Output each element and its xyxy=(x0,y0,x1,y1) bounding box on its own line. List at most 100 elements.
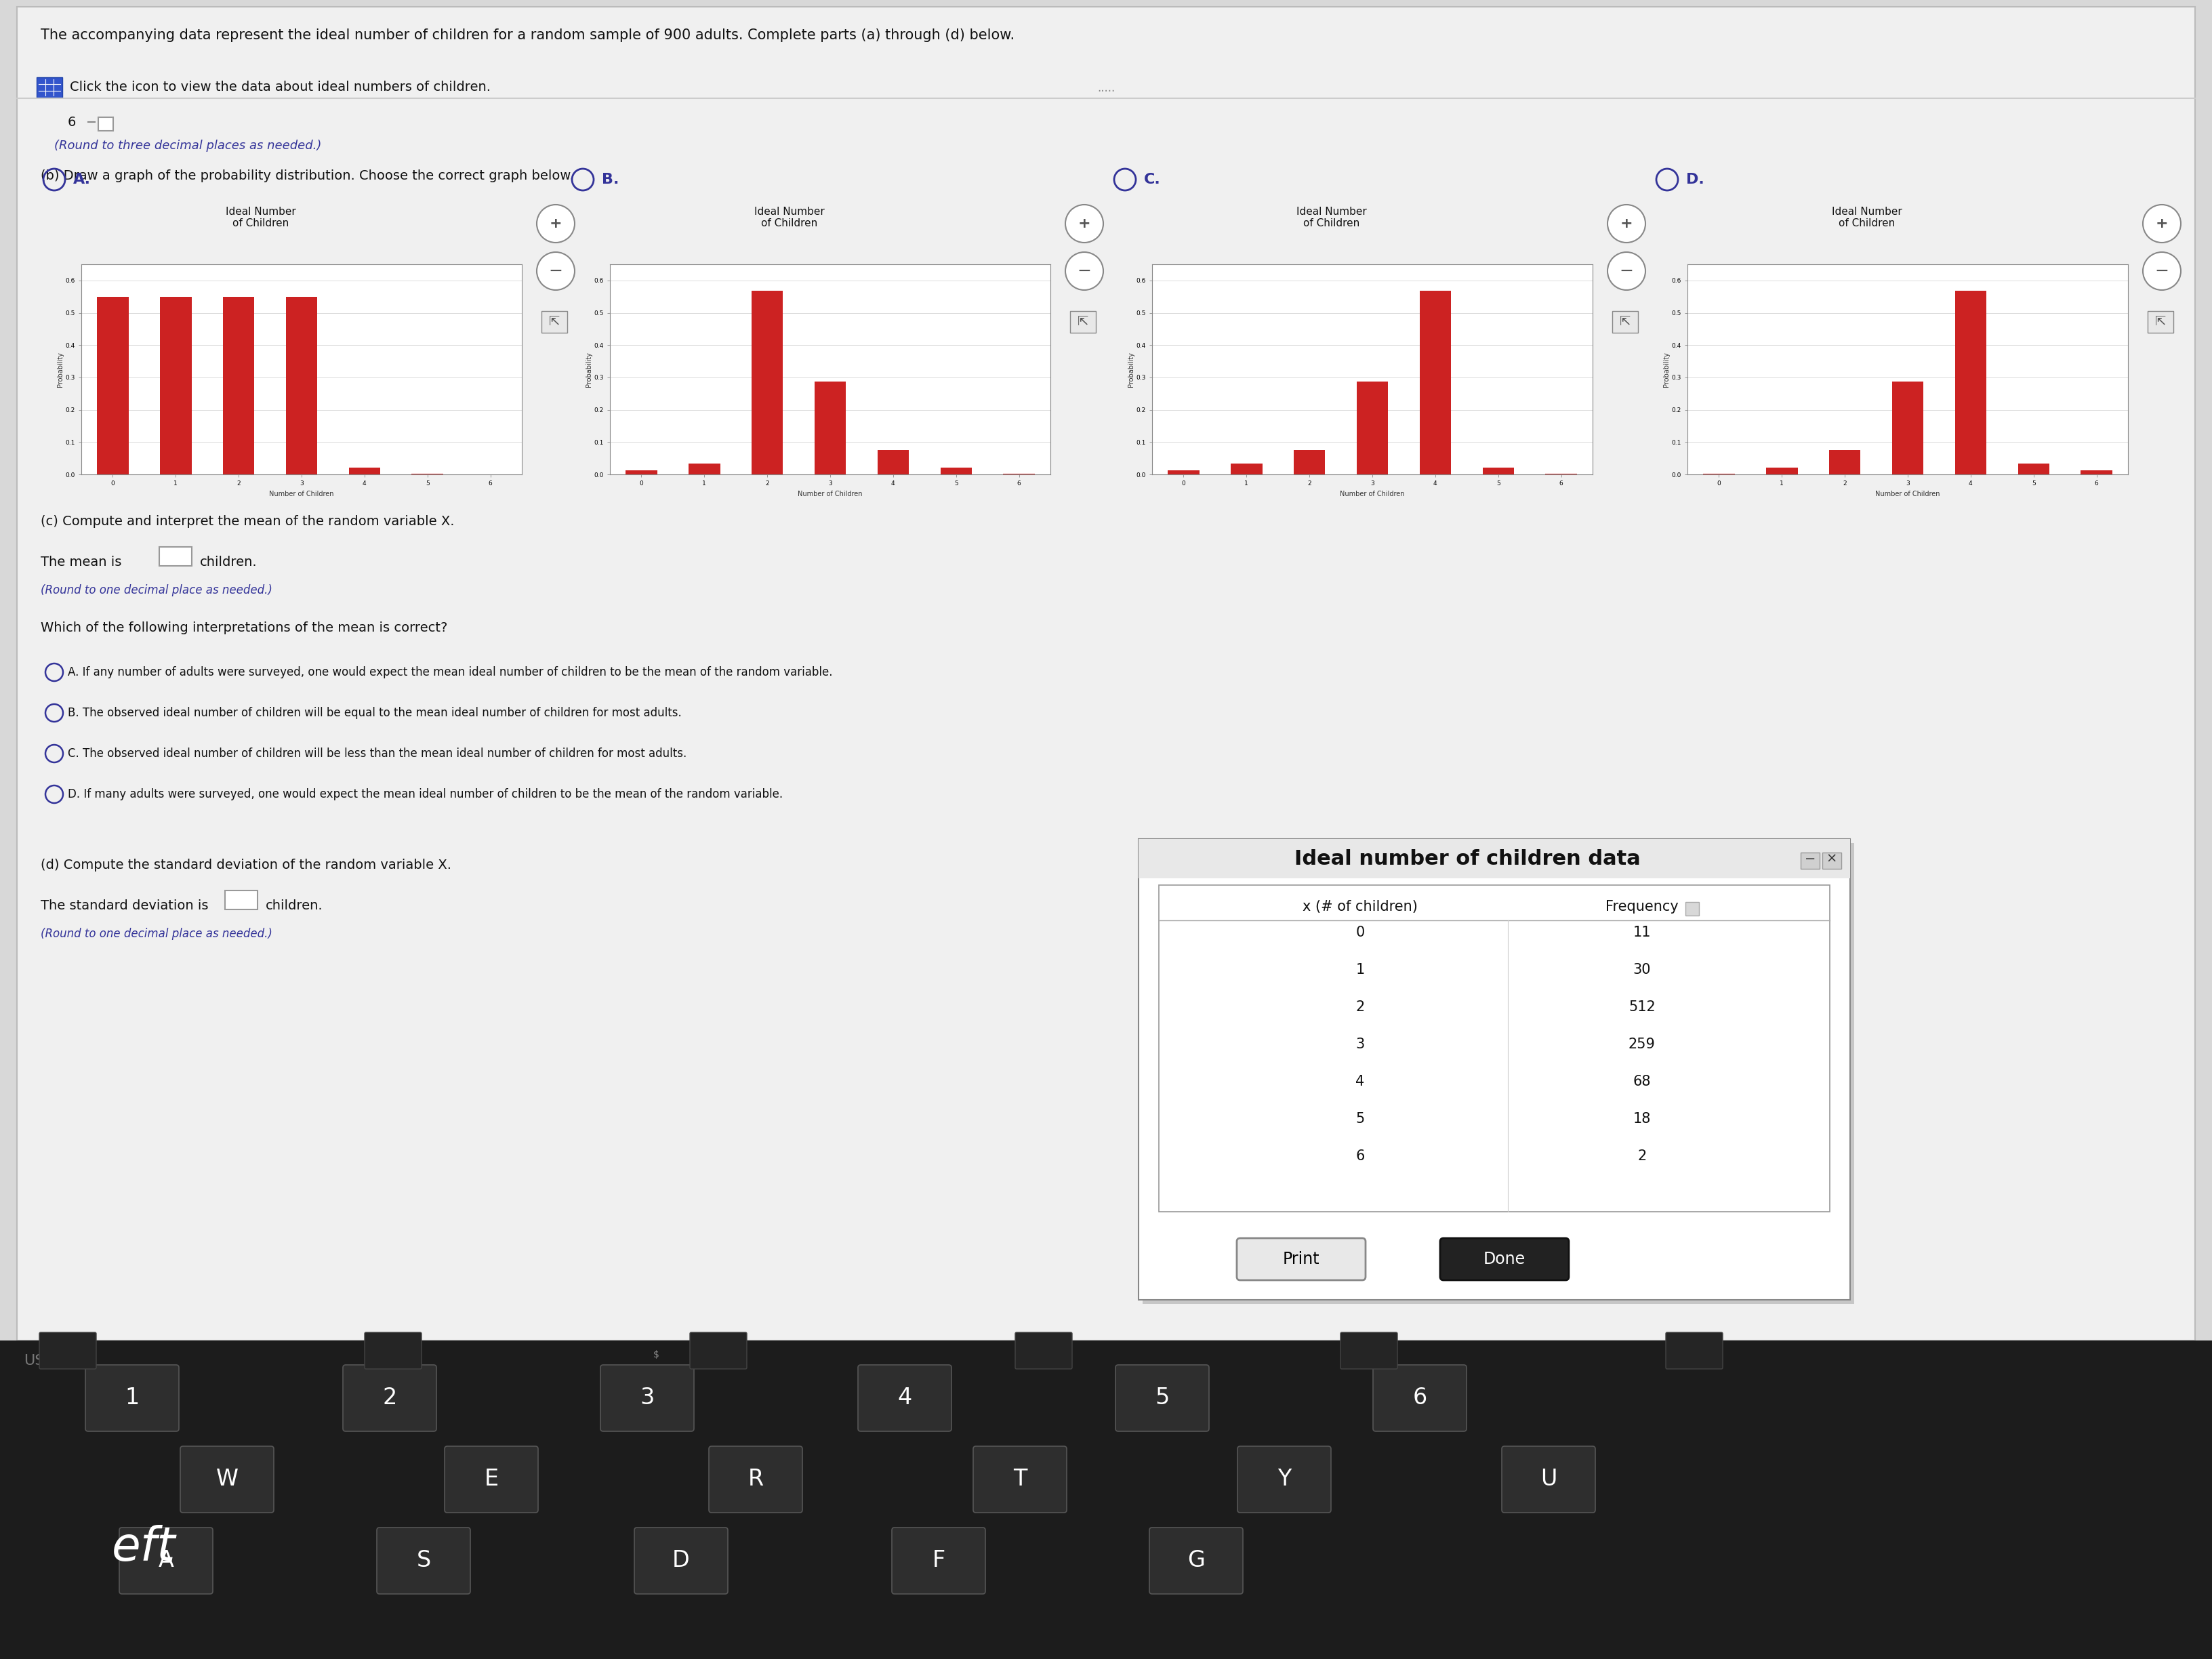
FancyBboxPatch shape xyxy=(1139,839,1849,1299)
Text: S: S xyxy=(416,1550,431,1573)
FancyBboxPatch shape xyxy=(86,1365,179,1432)
FancyBboxPatch shape xyxy=(858,1365,951,1432)
Bar xyxy=(626,471,657,474)
Bar xyxy=(349,468,380,474)
Text: −: − xyxy=(549,262,562,279)
FancyBboxPatch shape xyxy=(2148,312,2174,333)
Text: +: + xyxy=(549,217,562,231)
Text: −: − xyxy=(1805,853,1816,864)
FancyBboxPatch shape xyxy=(18,7,2194,1340)
FancyBboxPatch shape xyxy=(1801,853,1820,869)
X-axis label: Number of Children: Number of Children xyxy=(1340,491,1405,498)
Text: D.: D. xyxy=(1686,173,1703,186)
X-axis label: Number of Children: Number of Children xyxy=(799,491,863,498)
FancyBboxPatch shape xyxy=(1237,1238,1365,1281)
Text: T: T xyxy=(1013,1468,1026,1490)
FancyBboxPatch shape xyxy=(1115,1365,1210,1432)
Text: 5: 5 xyxy=(1356,1112,1365,1126)
Bar xyxy=(752,290,783,474)
FancyBboxPatch shape xyxy=(1613,312,1639,333)
Text: The accompanying data represent the ideal number of children for a random sample: The accompanying data represent the idea… xyxy=(40,28,1015,41)
Bar xyxy=(688,465,721,474)
Text: +: + xyxy=(2154,217,2168,231)
Text: 6: 6 xyxy=(1413,1387,1427,1408)
Text: ⇱: ⇱ xyxy=(2154,315,2166,328)
Bar xyxy=(1955,290,1986,474)
Bar xyxy=(1356,382,1389,474)
Text: 1: 1 xyxy=(124,1387,139,1408)
Text: 18: 18 xyxy=(1632,1112,1650,1126)
X-axis label: Number of Children: Number of Children xyxy=(1876,491,1940,498)
X-axis label: Number of Children: Number of Children xyxy=(270,491,334,498)
Text: Ideal Number
of Children: Ideal Number of Children xyxy=(1296,207,1367,229)
Text: (Round to one decimal place as needed.): (Round to one decimal place as needed.) xyxy=(40,584,272,596)
FancyBboxPatch shape xyxy=(226,891,257,909)
Circle shape xyxy=(1066,252,1104,290)
FancyBboxPatch shape xyxy=(119,1528,212,1594)
Text: .....: ..... xyxy=(1097,81,1115,95)
Circle shape xyxy=(1608,204,1646,242)
Text: ⇱: ⇱ xyxy=(1077,315,1088,328)
Text: children.: children. xyxy=(199,556,257,569)
Text: Ideal Number
of Children: Ideal Number of Children xyxy=(226,207,296,229)
Text: +: + xyxy=(1619,217,1632,231)
Circle shape xyxy=(2143,204,2181,242)
Text: A. If any number of adults were surveyed, one would expect the mean ideal number: A. If any number of adults were surveyed… xyxy=(69,667,832,679)
Text: 1: 1 xyxy=(1356,962,1365,977)
Bar xyxy=(940,468,971,474)
Text: Ideal Number
of Children: Ideal Number of Children xyxy=(754,207,825,229)
Text: Ideal number of children data: Ideal number of children data xyxy=(1294,849,1641,868)
Text: USC: USC xyxy=(24,1354,55,1367)
Text: Click the icon to view the data about ideal numbers of children.: Click the icon to view the data about id… xyxy=(71,81,491,95)
FancyBboxPatch shape xyxy=(343,1365,436,1432)
Text: Done: Done xyxy=(1484,1251,1526,1267)
Text: 68: 68 xyxy=(1632,1075,1650,1088)
Text: 6: 6 xyxy=(69,116,75,128)
Text: (d) Compute the standard deviation of the random variable X.: (d) Compute the standard deviation of th… xyxy=(40,859,451,871)
Bar xyxy=(223,297,254,474)
FancyBboxPatch shape xyxy=(1237,1447,1332,1513)
Text: 6: 6 xyxy=(1356,1150,1365,1163)
Text: 2: 2 xyxy=(1637,1150,1646,1163)
Text: The mean is: The mean is xyxy=(40,556,122,569)
FancyBboxPatch shape xyxy=(0,1340,2212,1659)
FancyBboxPatch shape xyxy=(376,1528,471,1594)
Text: +: + xyxy=(1077,217,1091,231)
Text: Frequency: Frequency xyxy=(1606,899,1679,914)
Text: C.: C. xyxy=(1144,173,1161,186)
Bar xyxy=(1891,382,1924,474)
Text: G: G xyxy=(1188,1550,1206,1573)
Bar xyxy=(159,297,192,474)
Text: −: − xyxy=(1077,262,1091,279)
Bar xyxy=(1482,468,1513,474)
Text: A: A xyxy=(159,1550,175,1573)
FancyBboxPatch shape xyxy=(708,1447,803,1513)
FancyBboxPatch shape xyxy=(1071,312,1095,333)
Text: B.: B. xyxy=(602,173,619,186)
Text: C. The observed ideal number of children will be less than the mean ideal number: C. The observed ideal number of children… xyxy=(69,748,686,760)
Text: W: W xyxy=(217,1468,239,1490)
FancyBboxPatch shape xyxy=(635,1528,728,1594)
FancyBboxPatch shape xyxy=(179,1447,274,1513)
Text: 3: 3 xyxy=(1356,1037,1365,1052)
FancyBboxPatch shape xyxy=(1340,1332,1398,1369)
Text: children.: children. xyxy=(265,899,323,912)
FancyBboxPatch shape xyxy=(97,118,113,131)
Text: 11: 11 xyxy=(1632,926,1650,939)
Text: 2: 2 xyxy=(1356,1000,1365,1014)
Text: F: F xyxy=(931,1550,945,1573)
Text: −: − xyxy=(2154,262,2170,279)
Text: 4: 4 xyxy=(898,1387,911,1408)
Text: D: D xyxy=(672,1550,690,1573)
Bar xyxy=(1168,471,1199,474)
Text: R: R xyxy=(748,1468,763,1490)
FancyBboxPatch shape xyxy=(1666,1332,1723,1369)
FancyBboxPatch shape xyxy=(365,1332,422,1369)
Text: Print: Print xyxy=(1283,1251,1321,1267)
FancyBboxPatch shape xyxy=(1139,839,1849,878)
Bar xyxy=(1829,450,1860,474)
Circle shape xyxy=(538,204,575,242)
Text: ×: × xyxy=(1827,853,1838,864)
Bar xyxy=(878,450,909,474)
Text: (Round to one decimal place as needed.): (Round to one decimal place as needed.) xyxy=(40,927,272,941)
